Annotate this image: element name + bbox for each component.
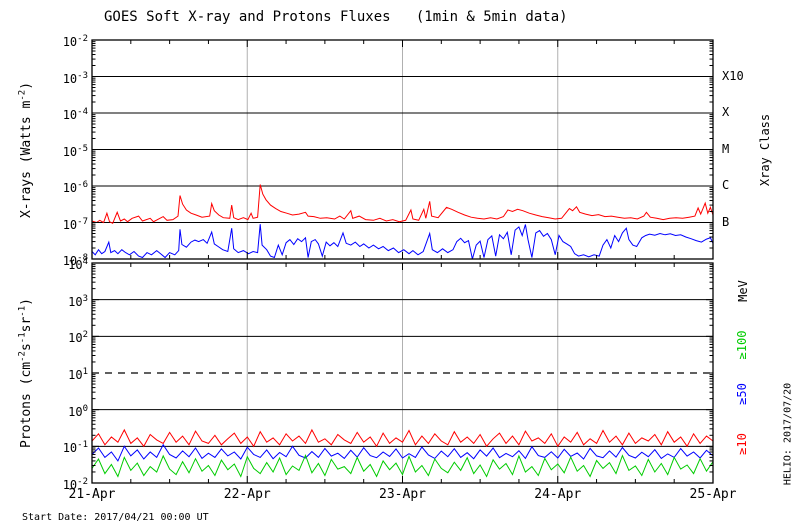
y-tick-label: 10-5 [62, 143, 88, 159]
y-tick-label: 10-8 [62, 253, 88, 268]
series-protons >=100 MeV [91, 453, 714, 478]
xray-class-axis-title: Xray Class [758, 113, 772, 187]
y-tick-label: 100 [68, 403, 88, 419]
xray-class-label: C [722, 178, 730, 192]
y-tick-label: 10-2 [62, 477, 88, 492]
series-xray-long-red [91, 184, 714, 224]
x-axis-day-label: 21-Apr [68, 487, 116, 502]
proton-energy-label: ≥100 [735, 330, 749, 360]
y-tick-label: 104 [68, 257, 88, 272]
credit-text: HELIO: 2017/07/20 [782, 382, 794, 486]
xray-class-label: B [722, 214, 730, 229]
y-tick-label: 10-4 [62, 107, 88, 122]
mev-axis-title: MeV [736, 280, 750, 302]
proton-energy-label: ≥10 [735, 433, 749, 455]
xray-class-label: M [722, 141, 730, 156]
y-tick-label: 103 [68, 293, 88, 309]
proton-axis-label: Protons (cm-2s-1sr-1) [17, 298, 35, 448]
x-axis-day-label: 23-Apr [379, 487, 426, 502]
y-tick-label: 10-1 [62, 440, 88, 456]
y-tick-label: 10-3 [62, 70, 88, 86]
x-axis-day-label: 25-Apr [689, 487, 737, 502]
xray-class-label: X [722, 105, 730, 119]
y-tick-label: 10-7 [62, 216, 88, 232]
series-protons >=50 MeV [91, 443, 714, 462]
series-xray-short-blue [91, 224, 714, 260]
xray-axis-label: X-rays (Watts m-2) [17, 81, 35, 219]
start-date-text: Start Date: 2017/04/21 00:00 UT [22, 512, 209, 523]
y-tick-label: 10-6 [62, 180, 88, 195]
proton-energy-label: ≥50 [735, 383, 749, 405]
x-axis-day-label: 22-Apr [223, 487, 271, 502]
y-tick-label: 102 [68, 330, 88, 346]
series-protons >=10 MeV [91, 428, 714, 448]
y-tick-label: 101 [68, 367, 88, 382]
xray-class-label: X10 [722, 68, 744, 83]
x-axis-day-label: 24-Apr [534, 487, 582, 502]
y-tick-label: 10-2 [62, 34, 88, 49]
chart-title: GOES Soft X-ray and Protons Fluxes (1min… [104, 9, 568, 25]
